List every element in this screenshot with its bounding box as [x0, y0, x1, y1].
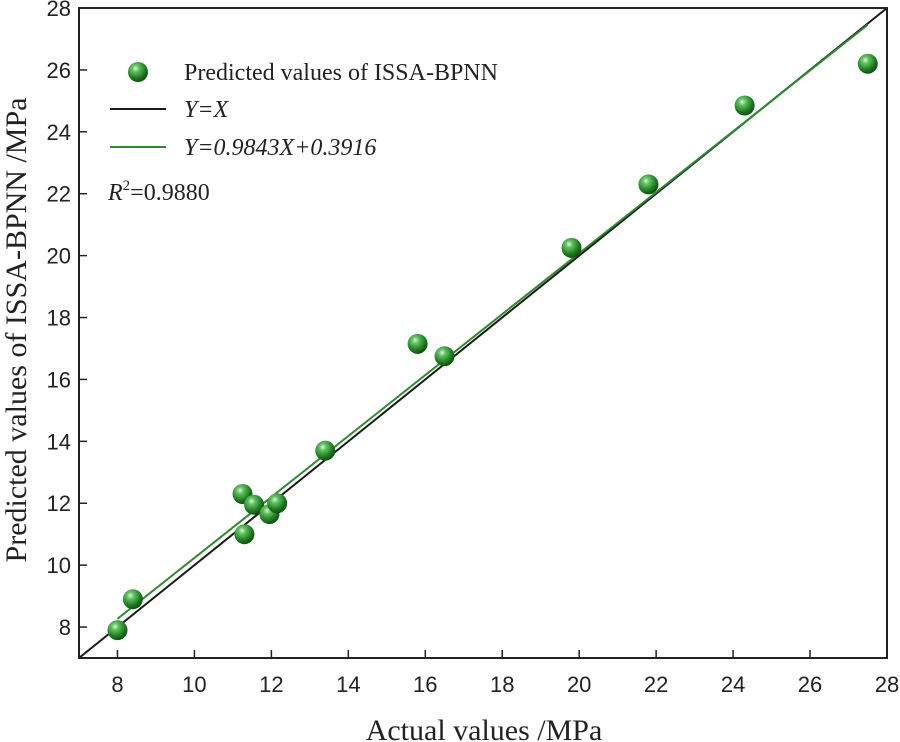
y-tick-label: 22 — [47, 182, 71, 207]
x-tick-label: 28 — [875, 672, 899, 697]
x-tick-label: 16 — [413, 672, 437, 697]
r-squared-superscript: 2 — [123, 178, 131, 194]
lines-layer — [78, 7, 888, 659]
data-point — [107, 620, 128, 641]
data-point — [434, 346, 455, 367]
x-axis-title: Actual values /MPa — [366, 714, 603, 742]
x-tick-label: 20 — [567, 672, 591, 697]
data-point — [267, 493, 288, 514]
x-tick-label: 10 — [182, 672, 206, 697]
x-tick-label: 14 — [336, 672, 360, 697]
x-tick-label: 12 — [259, 672, 283, 697]
x-tick-label: 24 — [721, 672, 745, 697]
data-point — [244, 494, 265, 515]
data-point — [315, 440, 336, 461]
y-tick-label: 24 — [47, 120, 71, 145]
x-tick-label: 8 — [111, 672, 123, 697]
y-tick-label: 16 — [47, 367, 71, 392]
legend-label-fit: Y=0.9843X+0.3916 — [184, 135, 376, 161]
r-squared-symbol: R — [107, 180, 123, 206]
r-squared-value: =0.9880 — [130, 180, 210, 206]
y-tick-label: 10 — [47, 553, 71, 578]
legend-label-points: Predicted values of ISSA-BPNN — [184, 60, 498, 86]
data-point — [734, 95, 755, 116]
x-tick-label: 22 — [644, 672, 668, 697]
data-point — [122, 589, 143, 610]
x-tick-label: 18 — [490, 672, 514, 697]
points-layer — [107, 53, 878, 641]
legend-marker-points — [128, 62, 148, 82]
fit-line — [116, 23, 869, 620]
legend: Predicted values of ISSA-BPNN Y=X Y=0.98… — [107, 60, 498, 206]
data-point — [561, 237, 582, 258]
data-point — [857, 53, 878, 74]
y-tick-label: 20 — [47, 244, 71, 269]
plot-area — [78, 7, 888, 659]
y-tick-label: 18 — [47, 306, 71, 331]
data-point — [234, 524, 255, 545]
data-point — [638, 174, 659, 195]
y-tick-label: 26 — [47, 58, 71, 83]
y-tick-label: 12 — [47, 491, 71, 516]
r-squared-annotation: R2=0.9880 — [107, 178, 210, 206]
y-axis-ticks: 8 10 12 14 16 18 20 22 24 26 28 — [47, 0, 87, 640]
y-tick-label: 14 — [47, 429, 71, 454]
legend-label-yx: Y=X — [184, 97, 230, 123]
y-tick-label: 8 — [59, 615, 71, 640]
y-axis-title: Predicted values of ISSA-BPNN /MPa — [0, 98, 33, 563]
plot-frame — [78, 7, 888, 659]
x-axis-ticks: 8 10 12 14 16 18 20 22 24 26 28 — [111, 650, 899, 697]
x-tick-label: 26 — [798, 672, 822, 697]
data-point — [407, 333, 428, 354]
y-tick-label: 28 — [47, 0, 71, 21]
